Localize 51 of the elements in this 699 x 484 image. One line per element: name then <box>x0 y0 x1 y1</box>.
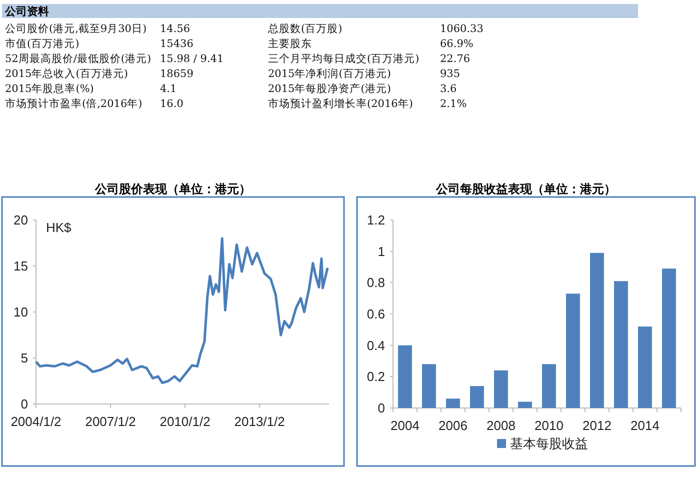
text: 16.0 <box>160 98 184 110</box>
chart-title: 公司股价表现（单位：港元） <box>94 182 251 196</box>
text: 公司资料 <box>4 5 49 18</box>
text: 主要股东 <box>268 37 312 50</box>
text: 市值(百万港元) <box>5 37 80 50</box>
y-tick-label: 1.2 <box>366 212 385 228</box>
y-tick-label: 0.8 <box>366 275 385 290</box>
y-tick-label: 0 <box>20 396 28 412</box>
text: 15436 <box>160 38 194 50</box>
y-axis-title: HK$ <box>46 220 72 235</box>
text: 公司股价(港元,截至9月30日) <box>5 22 147 35</box>
text: 2015年每股净资产(港元) <box>268 82 391 95</box>
text: 2015年股息率(%) <box>5 82 94 95</box>
x-tick-label: 2008 <box>486 418 516 433</box>
text: 三个月平均每日成交(百万港元) <box>268 52 420 65</box>
y-tick-label: 1 <box>378 244 385 259</box>
x-tick-label: 2004 <box>390 418 420 433</box>
text: 66.9% <box>440 38 474 50</box>
y-tick-label: 20 <box>14 212 28 228</box>
x-tick-label: 2006 <box>438 418 468 433</box>
text: 总股数(百万股) <box>267 22 342 35</box>
text: 18659 <box>160 68 194 80</box>
text: 22.76 <box>440 53 470 65</box>
y-tick-label: 5 <box>20 350 28 366</box>
x-tick-label: 2010 <box>534 418 564 433</box>
text: 52周最高股价/最低股价(港元) <box>5 52 152 65</box>
x-tick-label: 2013/1/2 <box>234 414 285 429</box>
y-tick-label: 0 <box>378 400 385 416</box>
text: 15.98 / 9.41 <box>160 53 224 65</box>
x-tick-label: 2014 <box>630 418 660 433</box>
text: 市场预计市盈率(倍,2016年) <box>5 97 142 110</box>
y-tick-label: 0.6 <box>366 306 385 322</box>
text: 2015年总收入(百万港元) <box>5 67 128 80</box>
text: 4.1 <box>160 83 177 95</box>
text: 2015年净利润(百万港元) <box>268 67 391 80</box>
chart-title: 公司每股收益表现（单位：港元） <box>435 182 616 196</box>
x-tick-label: 2012 <box>582 418 612 433</box>
x-tick-label: 2010/1/2 <box>160 414 210 429</box>
y-tick-label: 0.4 <box>366 338 385 353</box>
x-tick-label: 2007/1/2 <box>85 414 136 429</box>
legend-label: 基本每股收益 <box>510 436 588 451</box>
y-tick-label: 10 <box>14 304 28 320</box>
text: 市场预计盈利增长率(2016年) <box>268 97 413 110</box>
x-tick-label: 2004/1/2 <box>10 414 62 429</box>
text: 3.6 <box>440 83 458 95</box>
text: 14.56 <box>160 23 190 35</box>
text: 935 <box>440 68 460 80</box>
text: 1060.33 <box>440 23 484 35</box>
text: 2.1% <box>440 98 467 110</box>
y-tick-label: 0.2 <box>366 369 385 384</box>
y-tick-label: 15 <box>14 258 28 274</box>
